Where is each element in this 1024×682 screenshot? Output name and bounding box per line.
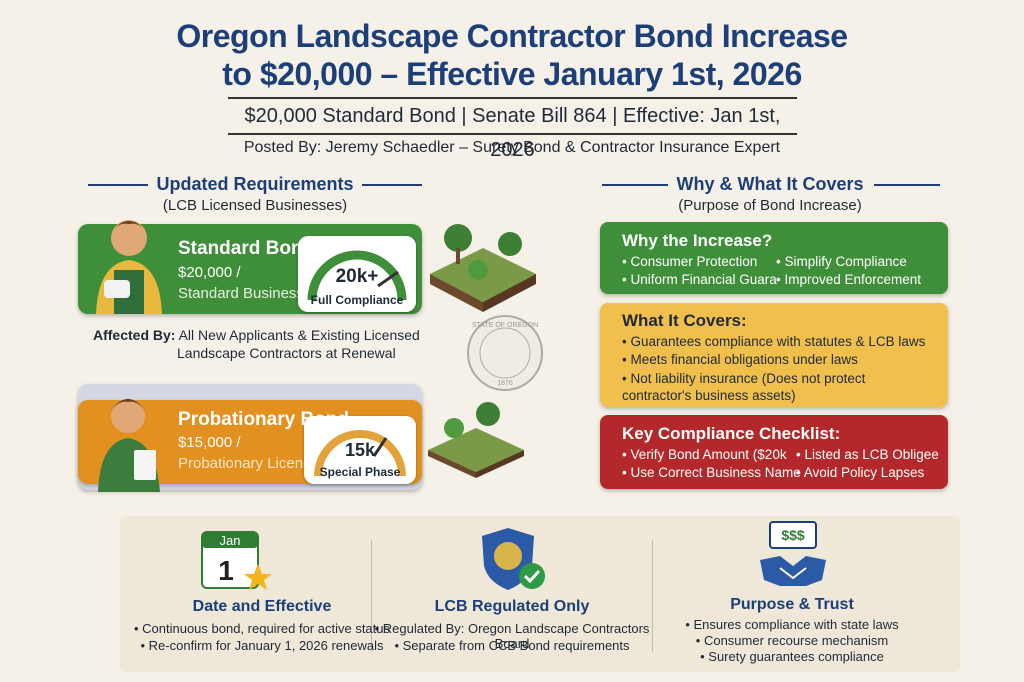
box-item: • Use Correct Business Name (622, 465, 801, 480)
box-item: • Simplify Compliance (776, 254, 907, 269)
box-item: • Improved Enforcement (776, 272, 922, 287)
title: to $20,000 – Effective January 1st, 2026 (222, 56, 802, 92)
column-title: Purpose & Trust (730, 596, 854, 613)
column-title: Date and Effective (192, 598, 332, 615)
box-title: Key Compliance Checklist: (622, 424, 841, 443)
calendar-icon: Jan 1 (201, 531, 272, 590)
section-subheading: (Purpose of Bond Increase) (678, 197, 862, 214)
affected-label: Affected By: (93, 327, 176, 343)
seal-text: STATE OF OREGON (472, 322, 538, 329)
section-subheading: (LCB Licensed Businesses) (162, 197, 348, 214)
divider (874, 184, 940, 186)
bottom-band (120, 516, 960, 672)
worker-illustration (96, 220, 162, 314)
seal-year: 1876 (497, 380, 513, 387)
divider (88, 184, 148, 186)
card-amount: $20,000 / (178, 264, 241, 281)
card-desc: Standard Business (178, 285, 304, 302)
shield-icon (482, 528, 545, 590)
card-title: Standard Bond (178, 238, 315, 259)
gauge-value: 15k (344, 440, 376, 460)
state-seal: STATE OF OREGON 1876 (467, 315, 543, 391)
box-item: • Not liability insurance (Does not prot… (622, 371, 866, 403)
section-heading: Why & What It Covers (676, 174, 864, 194)
gauge-value: 20k+ (335, 266, 379, 287)
column-item: • Re-confirm for January 1, 2026 renewal… (140, 638, 384, 653)
divider (602, 184, 668, 186)
card-desc: Probationary License (178, 455, 319, 472)
title: Oregon Landscape Contractor Bond Increas… (176, 18, 848, 54)
column-item: • Continuous bond, required for active s… (133, 621, 391, 636)
icon-text: $$$ (781, 527, 805, 543)
checklist-box: Key Compliance Checklist: • Verify Bond … (600, 415, 948, 489)
box-item: • Uniform Financial Guara (622, 272, 777, 287)
gauge-label: Special Phase (319, 465, 401, 479)
affected: Affected By: All New Applicants & Existi… (93, 327, 420, 343)
handshake-icon: $$$ (760, 521, 826, 586)
box-item: • Listed as LCB Obligee (796, 447, 939, 462)
divider (362, 184, 422, 186)
affected-text: Landscape Contractors at Renewal (177, 345, 396, 361)
column-item: • Separate from CCB Bond requirements (394, 638, 630, 653)
garden-illustration (430, 224, 536, 312)
divider (652, 540, 653, 652)
column-item: • Regulated By: Oregon Landscape Contrac… (374, 621, 650, 651)
card-amount: $15,000 / (178, 434, 241, 451)
why-box: Why the Increase? • Consumer Protection … (600, 222, 948, 294)
subtitle: $20,000 Standard Bond | Senate Bill 864 … (228, 97, 797, 161)
box-item: • Meets financial obligations under laws (622, 352, 858, 367)
calendar-month: Jan (220, 533, 241, 548)
box-item: • Verify Bond Amount ($20k (622, 447, 787, 462)
section-heading: Updated Requirements (156, 174, 354, 194)
column-title: LCB Regulated Only (434, 598, 590, 615)
column-item: • Surety guarantees compliance (700, 649, 884, 664)
box-item: • Avoid Policy Lapses (796, 465, 925, 480)
affected-text: All New Applicants & Existing Licensed (178, 327, 420, 343)
covers-box: What It Covers: • Guarantees compliance … (600, 303, 948, 407)
box-title: What It Covers: (622, 311, 747, 330)
gauge-arc (314, 430, 406, 477)
box-title: Why the Increase? (622, 231, 773, 250)
column-item: • Ensures compliance with state laws (685, 617, 899, 632)
gauge-arc (307, 250, 407, 301)
box-item: • Consumer Protection (622, 254, 758, 269)
garden-illustration (428, 402, 524, 478)
box-item: • Guarantees compliance with statutes & … (622, 334, 926, 349)
calendar-day: 1 (218, 555, 234, 586)
worker-illustration (98, 399, 160, 492)
column-item: • Consumer recourse mechanism (695, 633, 889, 648)
byline: Posted By: Jeremy Schaedler – Surety Bon… (243, 139, 781, 156)
gauge-label: Full Compliance (310, 293, 404, 307)
divider (371, 540, 372, 652)
